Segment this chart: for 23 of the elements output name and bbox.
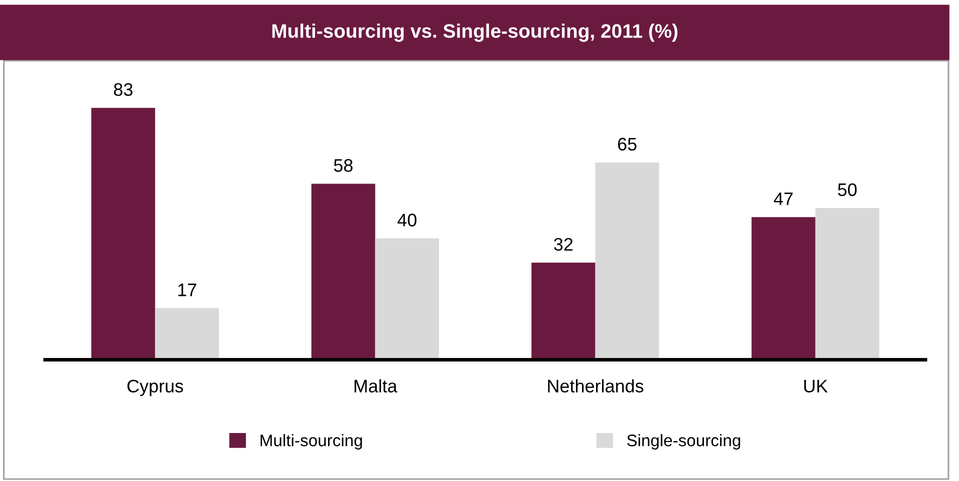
x-tick-label: Malta [354, 379, 398, 392]
bar [311, 184, 376, 360]
bar [595, 162, 660, 360]
bar [375, 238, 440, 360]
data-label: 47 [774, 192, 793, 206]
x-tick-label: UK [804, 380, 828, 392]
x-tick-label: Cyprus [127, 380, 184, 396]
bar [531, 262, 596, 360]
data-label: 65 [618, 138, 636, 151]
bar [91, 108, 156, 360]
bar [815, 208, 880, 360]
data-label: 83 [114, 83, 132, 96]
bar [752, 217, 816, 360]
bar [155, 308, 219, 360]
data-label: 40 [397, 214, 416, 226]
x-tick-label: Netherlands [548, 379, 644, 392]
data-label: 50 [838, 183, 857, 196]
legend-label: Single-sourcing [627, 434, 740, 450]
chart-title: Multi-sourcing vs. Single-sourcing, 2011 (%) [272, 24, 678, 42]
data-label: 32 [554, 238, 573, 251]
legend-label: Multi-sourcing [260, 434, 362, 450]
data-label: 17 [178, 284, 196, 296]
data-label: 58 [334, 159, 353, 172]
